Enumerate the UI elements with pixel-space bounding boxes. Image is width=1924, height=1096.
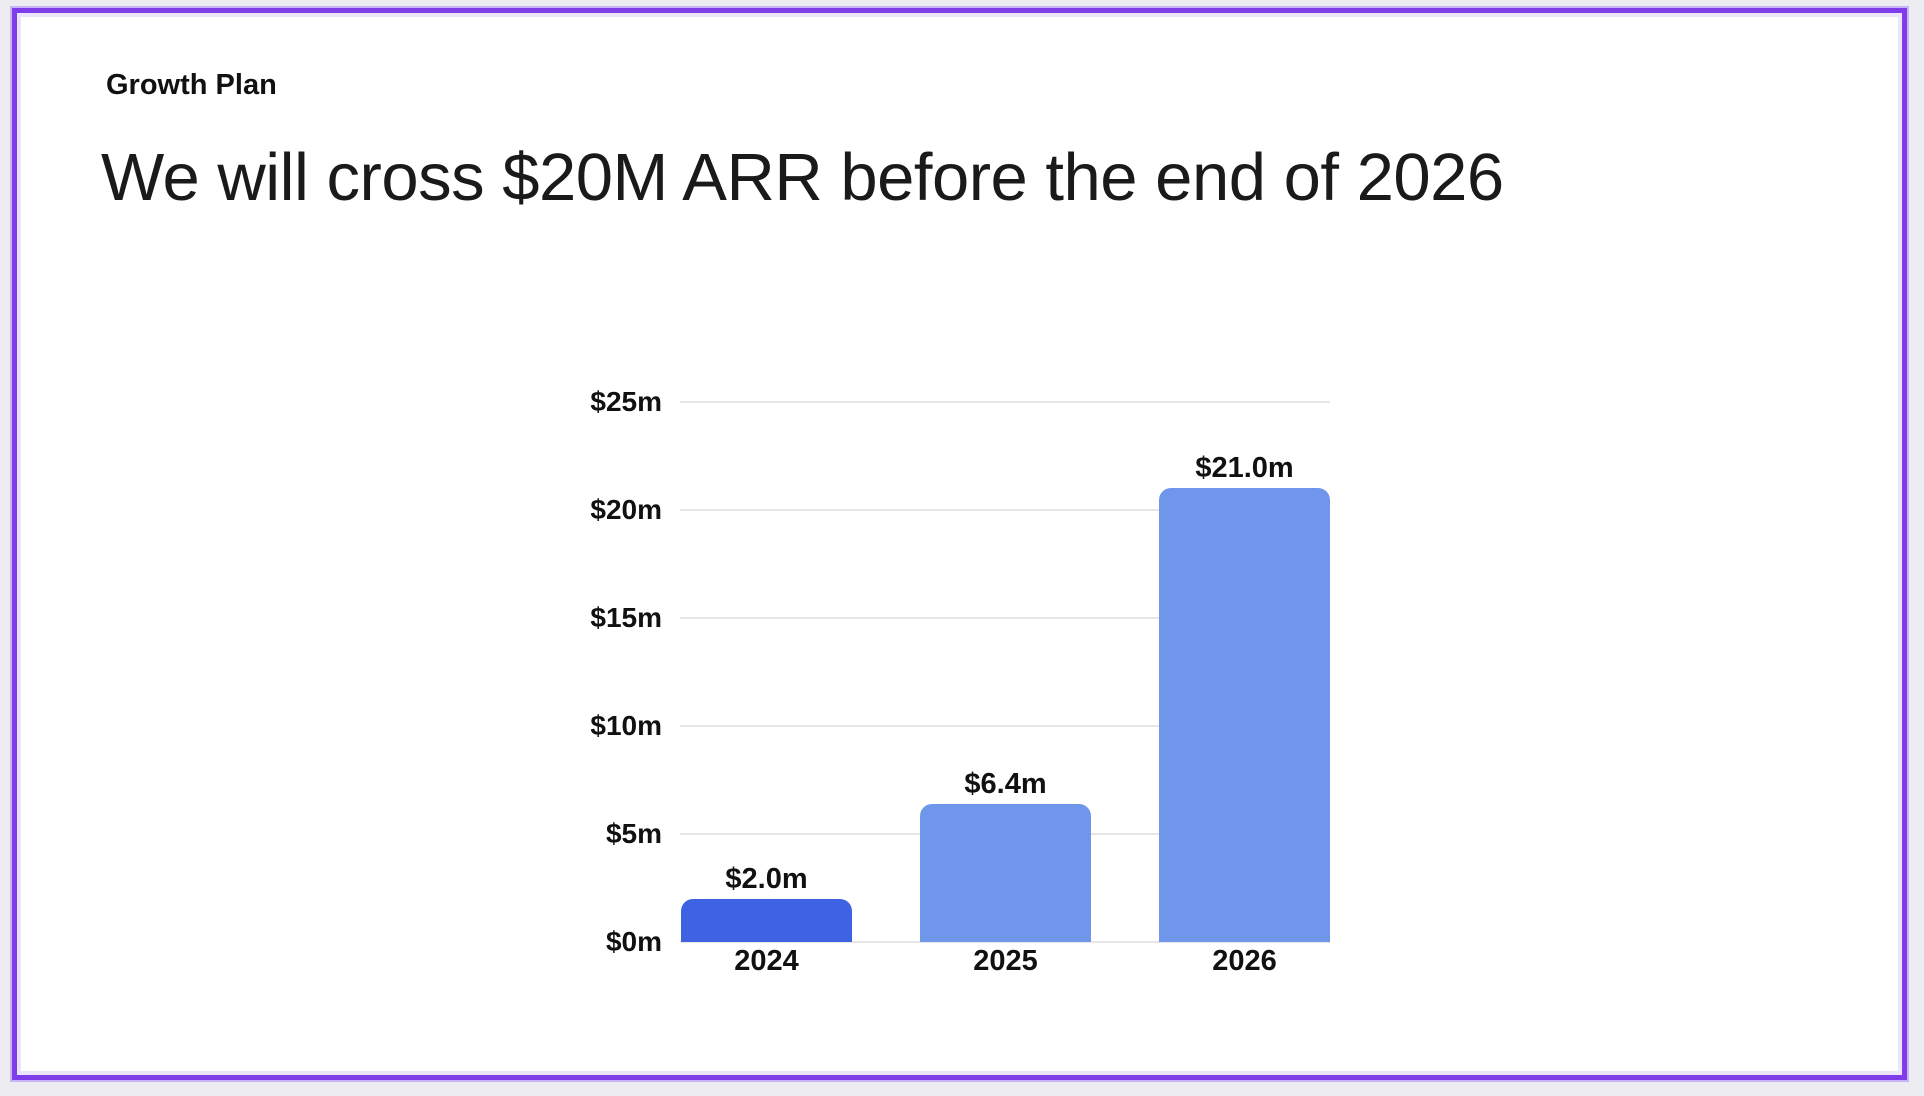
bar-2024[interactable] [681, 899, 852, 942]
gridline-$15m [680, 617, 1330, 619]
bar-2026[interactable] [1159, 488, 1330, 942]
bar-value-label: $6.4m [964, 768, 1047, 800]
x-axis-label: 2024 [734, 945, 799, 977]
y-axis-label: $5m [605, 818, 662, 849]
gridline-$25m [680, 401, 1330, 403]
gridline-$20m [680, 509, 1330, 511]
y-axis-label: $0m [605, 926, 662, 957]
arr-bar-chart[interactable]: $0m $5m $10m $15m $20m $25m $2.0m 2024 $6.4m 2025… [17, 13, 1912, 1085]
x-axis-label: 2026 [1212, 945, 1277, 977]
slide-title[interactable]: We will cross $20M ARR before the end of… [101, 140, 1504, 215]
kicker-text[interactable]: Growth Plan [106, 69, 277, 101]
y-axis-label: $10m [590, 710, 662, 741]
y-axis-label: $25m [590, 386, 662, 417]
bar-2025[interactable] [920, 804, 1091, 942]
x-axis-label: 2025 [973, 945, 1038, 977]
bar-value-label: $21.0m [1195, 452, 1294, 484]
bar-value-label: $2.0m [725, 863, 808, 895]
y-axis-label: $20m [590, 494, 662, 525]
gridline-$10m [680, 725, 1330, 727]
gridline-$0m [680, 941, 1330, 943]
slide-page[interactable]: Growth Plan We will cross $20M ARR befor… [12, 8, 1907, 1080]
y-axis-label: $15m [590, 602, 662, 633]
